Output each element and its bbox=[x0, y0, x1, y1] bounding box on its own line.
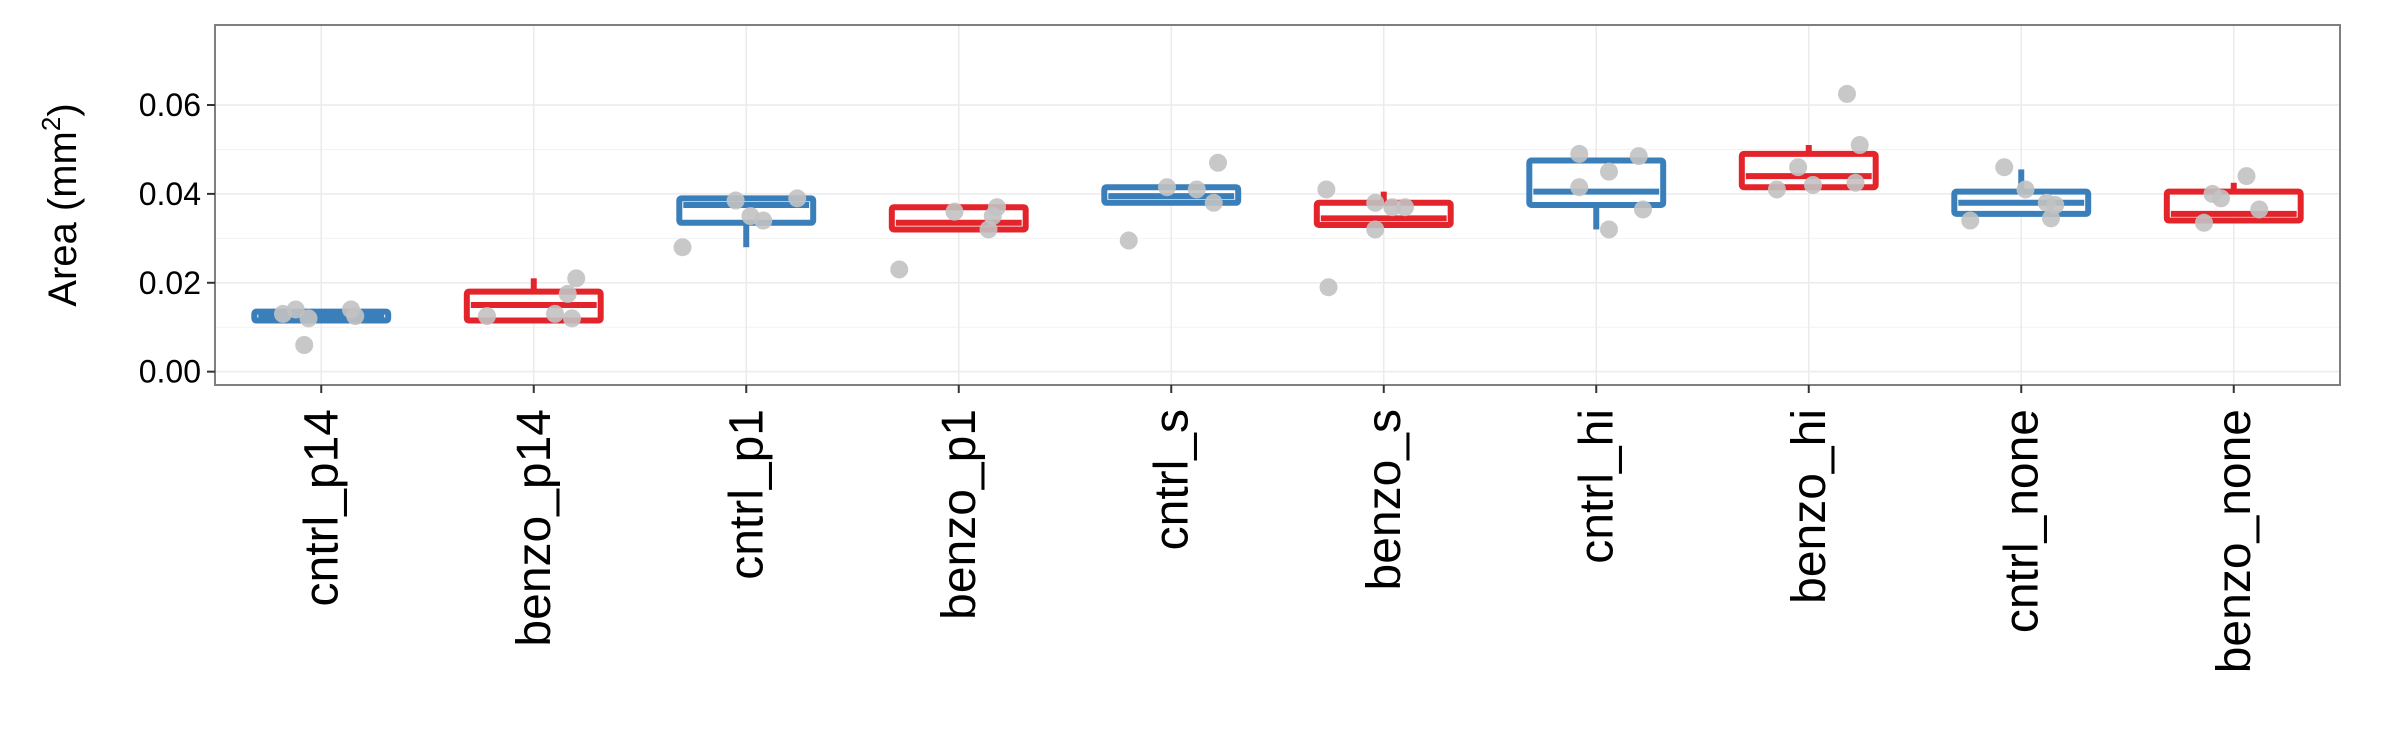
data-point bbox=[567, 269, 586, 288]
data-point bbox=[1366, 193, 1385, 212]
data-point bbox=[726, 191, 745, 210]
x-tick-label: cntrl_p14 bbox=[295, 409, 348, 606]
y-axis-title-suffix: ) bbox=[41, 103, 85, 116]
x-tick-label: cntrl_hi bbox=[1570, 409, 1623, 564]
data-point bbox=[1570, 178, 1589, 197]
x-tick-label: benzo_hi bbox=[1783, 409, 1836, 604]
data-point bbox=[1846, 173, 1865, 192]
data-point bbox=[2250, 200, 2269, 219]
axis-layer: 0.00 0.02 0.04 0.06 cntrl_p14 benzo_p14 cntrl_… bbox=[139, 87, 2261, 673]
data-point bbox=[988, 198, 1006, 217]
data-point bbox=[1600, 220, 1618, 239]
data-point bbox=[1396, 198, 1414, 217]
data-point bbox=[945, 202, 964, 221]
data-point bbox=[563, 309, 581, 328]
data-point bbox=[1804, 176, 1822, 194]
data-point bbox=[1629, 147, 1648, 166]
x-tick-label: benzo_p14 bbox=[508, 409, 561, 647]
data-point bbox=[2195, 213, 2213, 232]
data-point bbox=[1767, 180, 1786, 199]
data-point bbox=[1838, 84, 1856, 103]
y-tick-label: 0.00 bbox=[139, 354, 201, 390]
box-body bbox=[1526, 157, 1667, 208]
data-point bbox=[2212, 189, 2230, 208]
data-point bbox=[286, 300, 305, 319]
y-tick-label: 0.02 bbox=[139, 265, 201, 301]
data-point bbox=[1204, 193, 1223, 212]
x-tick-label: benzo_none bbox=[2208, 409, 2261, 673]
data-point bbox=[1366, 220, 1385, 239]
data-point bbox=[1850, 136, 1869, 154]
x-tick-label: cntrl_none bbox=[1995, 409, 2048, 633]
data-point bbox=[546, 304, 564, 323]
data-point bbox=[1789, 158, 1808, 177]
data-point bbox=[558, 284, 577, 303]
x-tick-label: benzo_p1 bbox=[933, 409, 986, 620]
x-tick-label: benzo_s bbox=[1358, 409, 1411, 590]
data-point bbox=[1319, 278, 1338, 297]
data-point bbox=[1383, 198, 1402, 217]
data-point bbox=[1995, 158, 2014, 177]
y-axis-title-superscript: 2 bbox=[36, 117, 66, 131]
data-point bbox=[295, 336, 314, 354]
data-point bbox=[1634, 200, 1652, 219]
box-cntrl_hi bbox=[1526, 157, 1667, 230]
data-point bbox=[2237, 167, 2256, 186]
data-point bbox=[2016, 180, 2035, 199]
data-point bbox=[890, 260, 909, 279]
data-point bbox=[788, 189, 807, 208]
data-point bbox=[1209, 153, 1227, 172]
y-axis-title-text: Area (mm bbox=[41, 131, 85, 307]
data-point bbox=[1158, 178, 1176, 197]
data-point bbox=[346, 307, 365, 326]
panel-border bbox=[214, 24, 2341, 386]
data-point bbox=[1600, 162, 1618, 181]
y-tick-label: 0.04 bbox=[139, 176, 201, 212]
data-point bbox=[1119, 231, 1138, 250]
point-layer bbox=[274, 84, 2269, 354]
x-tick-label: cntrl_s bbox=[1145, 409, 1198, 550]
y-axis-title: Area (mm2) bbox=[36, 103, 85, 306]
data-point bbox=[1961, 211, 1980, 230]
data-point bbox=[2046, 196, 2065, 214]
data-point bbox=[754, 211, 773, 230]
data-point bbox=[478, 307, 496, 326]
data-point bbox=[673, 238, 692, 257]
data-point bbox=[299, 309, 318, 328]
data-point bbox=[1187, 180, 1206, 199]
data-point bbox=[1570, 144, 1589, 163]
y-tick-label: 0.06 bbox=[139, 87, 201, 123]
x-tick-label: cntrl_p1 bbox=[720, 409, 773, 580]
box-layer bbox=[251, 145, 2304, 324]
data-point bbox=[1317, 180, 1336, 199]
